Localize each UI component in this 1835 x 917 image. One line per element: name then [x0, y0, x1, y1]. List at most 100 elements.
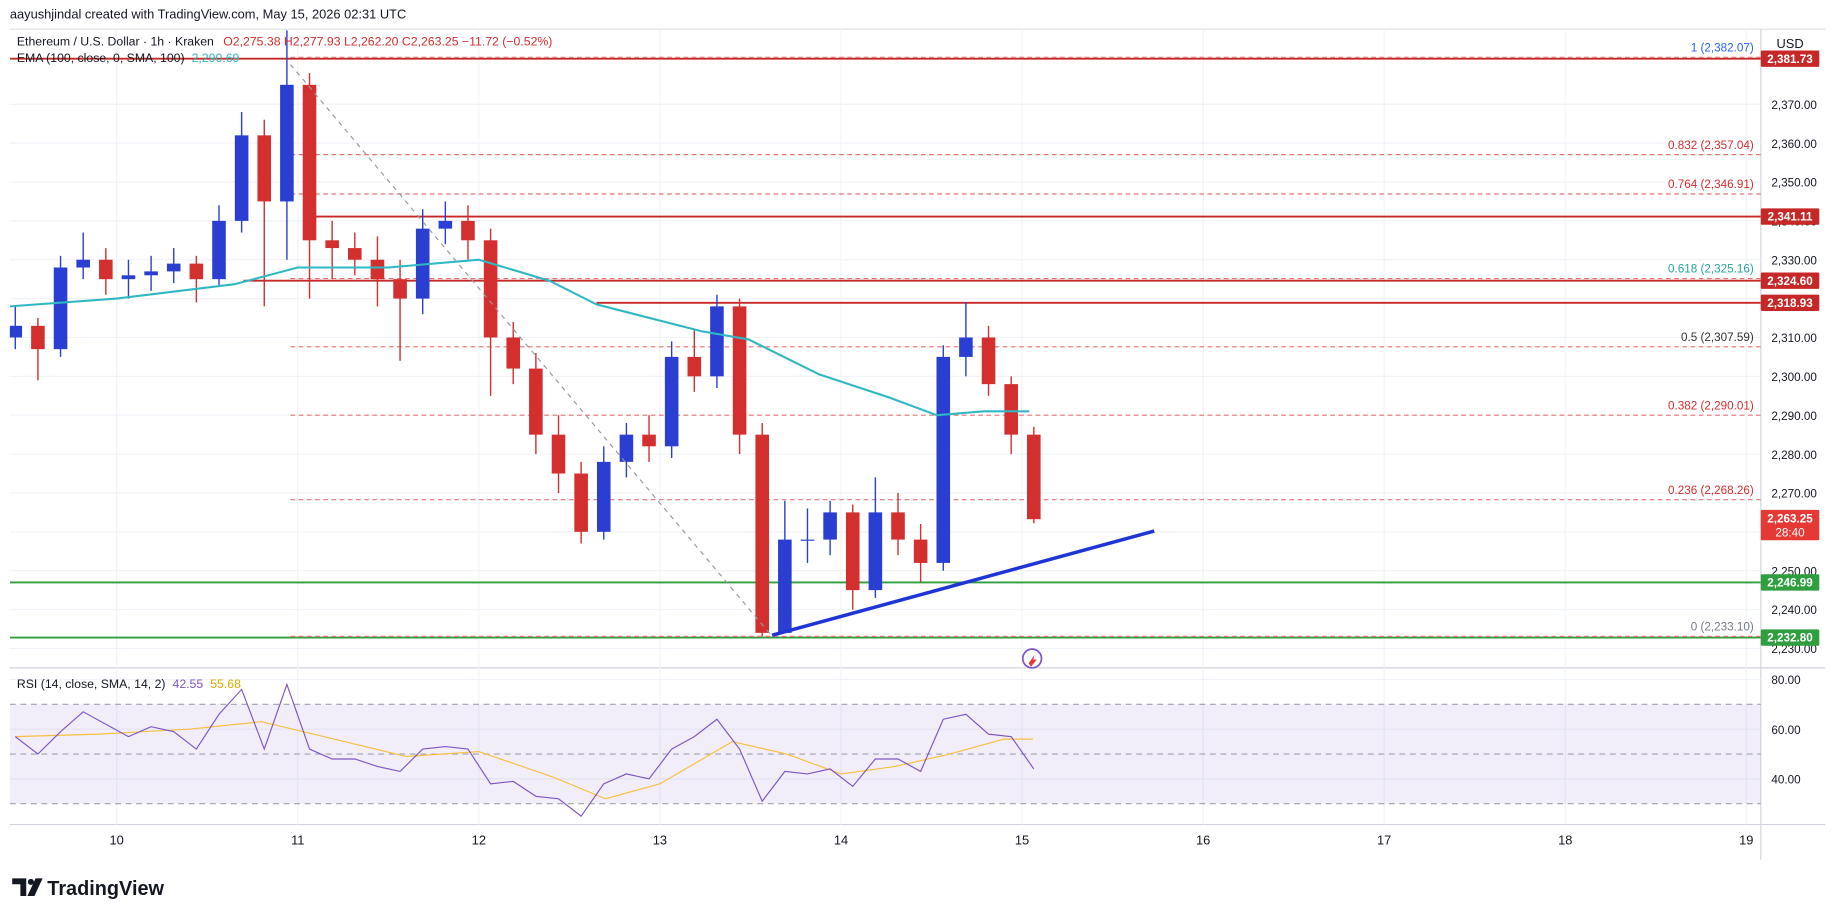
price-tag	[1760, 294, 1820, 311]
x-tick-label: 18	[1558, 832, 1572, 847]
grid	[9, 29, 1761, 825]
candle-body	[868, 512, 883, 591]
rsi-tick-label: 80.00	[1771, 674, 1801, 687]
x-tick-label: 11	[291, 832, 304, 847]
candle-body	[212, 220, 226, 280]
candle-body	[438, 220, 453, 229]
x-tick-label: 10	[110, 832, 124, 847]
ema-legend: EMA (100, close, 0, SMA, 100) 2,290.69	[17, 51, 240, 65]
price-tag-label: 2,246.99	[1767, 576, 1813, 589]
candle-body	[891, 512, 905, 540]
x-tick-label: 16	[1196, 832, 1210, 847]
candle-body	[9, 325, 23, 338]
candle-body	[348, 248, 362, 260]
rsi-tick-label: 60.00	[1771, 724, 1801, 737]
candle-body	[959, 337, 973, 357]
candle-body	[596, 461, 611, 532]
rsi-line	[14, 682, 1035, 817]
y-tick-label: 2,290.00	[1771, 410, 1817, 423]
countdown: 28:40	[1775, 527, 1805, 540]
candle-body	[121, 275, 136, 280]
x-tick-label: 13	[653, 832, 667, 847]
rsi-tick-label: 40.00	[1771, 774, 1801, 787]
candle-body	[800, 539, 815, 541]
candle-body	[325, 240, 339, 249]
currency: USD	[1776, 36, 1803, 51]
candle-body	[99, 259, 113, 280]
price-tag-label: 2,324.60	[1767, 275, 1813, 288]
price-tag-label: 2,232.80	[1767, 632, 1813, 645]
fib-label: 1 (2,382.07)	[1691, 41, 1754, 54]
y-tick-label: 2,230.00	[1771, 643, 1817, 656]
candle-body	[483, 240, 498, 338]
replay-icon	[1021, 648, 1043, 669]
y-tick-label: 2,270.00	[1771, 488, 1817, 501]
candle-body	[936, 356, 951, 563]
candle-body	[506, 337, 521, 369]
candle-body	[393, 279, 407, 299]
price-tag	[1760, 629, 1820, 646]
y-tick-label: 2,280.00	[1771, 449, 1817, 462]
candle-body	[755, 434, 769, 633]
candle-body	[529, 368, 543, 435]
y-tick-label: 2,310.00	[1771, 332, 1817, 345]
author-line: aayushjindal created with TradingView.co…	[10, 7, 406, 22]
candle-body	[144, 271, 158, 276]
candle-body	[257, 135, 272, 202]
candle-body	[1027, 434, 1041, 520]
last-price-tag	[1760, 509, 1820, 541]
x-tick-label: 15	[1015, 832, 1029, 847]
price-tag	[1760, 208, 1820, 225]
fib-label: 0.236 (2,268.26)	[1668, 484, 1754, 497]
candle-body	[823, 512, 837, 540]
price-tag-label: 2,318.93	[1767, 297, 1813, 310]
candle-body	[981, 337, 996, 385]
candle-body	[76, 259, 90, 268]
symbol-line: Ethereum / U.S. Dollar · 1h · Kraken O2,2…	[17, 35, 553, 49]
y-tick-label: 2,350.00	[1771, 177, 1817, 190]
candle-body	[551, 434, 566, 474]
candle-body	[234, 135, 249, 221]
rsi-pane	[9, 682, 1761, 817]
y-tick-label: 2,330.00	[1771, 254, 1817, 267]
rsi-sma-value: 55.68	[210, 677, 241, 691]
ema-line	[9, 258, 1030, 417]
fib-label: 0.382 (2,290.01)	[1668, 399, 1754, 412]
ema-name: EMA (100, close, 0, SMA, 100)	[17, 51, 185, 65]
price-pane: 1 (2,382.07) 0.832 (2,357.04) 0.764 (2,346…	[9, 30, 1761, 639]
candle-body	[664, 356, 679, 447]
brand: TradingView	[47, 878, 164, 900]
x-tick-label: 19	[1739, 832, 1753, 847]
rsi-sma-line	[15, 721, 1033, 800]
price-tag-label: 2,381.73	[1767, 53, 1813, 66]
candle-body	[1004, 384, 1018, 435]
rsi-name: RSI (14, close, SMA, 14, 2)	[17, 677, 166, 691]
price-tag	[1760, 50, 1820, 67]
y-tick-label: 2,370.00	[1771, 99, 1817, 112]
price-tag-label: 2,341.11	[1768, 211, 1813, 224]
price-tag	[1760, 272, 1820, 289]
fib-label: 0.764 (2,346.91)	[1668, 178, 1754, 191]
trendline	[771, 529, 1155, 637]
axes: 10 11 12 13 14 15 16 17 18 192,230.002,240.002,25…	[110, 50, 1820, 847]
last-price-label: 2,263.25	[1767, 513, 1813, 526]
x-tick-label: 14	[834, 832, 848, 847]
symbol: Ethereum / U.S. Dollar · 1h · Kraken	[17, 35, 214, 49]
ema-value: 2,290.69	[192, 51, 240, 65]
candle-body	[166, 263, 181, 272]
candle-body	[53, 267, 68, 350]
candle-body	[845, 512, 860, 591]
rsi-legend: RSI (14, close, SMA, 14, 2) 42.55 55.68	[17, 677, 241, 691]
candle-body	[189, 263, 204, 280]
candle-body	[619, 434, 634, 462]
fib-label: 0.5 (2,307.59)	[1681, 331, 1754, 344]
price-tag	[1760, 574, 1820, 591]
candle-body	[370, 259, 385, 280]
x-tick-label: 17	[1377, 832, 1391, 847]
brand-logo: TradingView	[12, 878, 165, 900]
fib-label: 0 (2,233.10)	[1691, 621, 1754, 634]
rsi-value: 42.55	[173, 677, 204, 691]
candle-body	[31, 325, 45, 350]
